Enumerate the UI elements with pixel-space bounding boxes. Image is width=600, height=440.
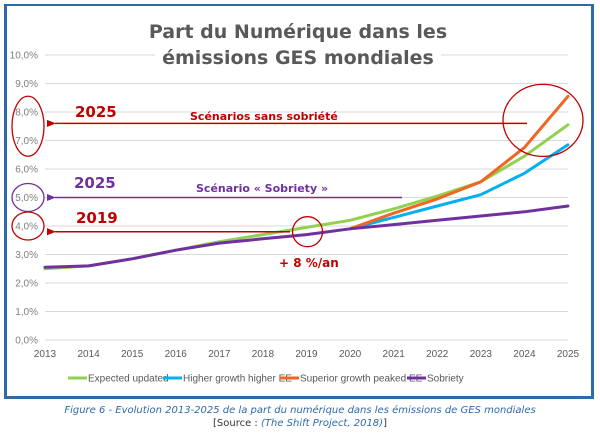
series-line-superior-growth-peaked-ee — [348, 94, 570, 231]
circle-y-7-8 — [11, 95, 45, 157]
caption-source-suffix: ] — [383, 418, 387, 429]
y-tick-label: 1,0% — [15, 307, 38, 318]
x-tick-label: 2013 — [34, 349, 57, 360]
y-tick-label: 2,0% — [15, 279, 38, 290]
caption-source-ref: (The Shift Project, 2018) — [260, 418, 384, 429]
circle-2019-point — [291, 216, 324, 248]
x-tick-label: 2018 — [252, 349, 275, 360]
caption-main: Figure 6 - Evolution 2013-2025 de la par… — [64, 405, 536, 416]
y-tick-label: 10,0% — [10, 51, 38, 62]
circle-y-4 — [11, 211, 45, 241]
gridlines — [45, 54, 568, 341]
annotation-year-2019: 2019 — [76, 209, 118, 227]
annotation-year-2025-sobriety: 2025 — [74, 174, 116, 192]
y-axis-ticks: 0,0% 1,0% 2,0% 3,0% 4,0% 5,0% 6,0% 7,0% 8,0% 9,0%… — [10, 51, 38, 347]
y-tick-label: 7,0% — [15, 136, 38, 147]
legend: Expected updated Higher growth higher EE S… — [68, 374, 464, 385]
y-tick-label: 6,0% — [15, 165, 38, 176]
y-tick-label: 4,0% — [15, 222, 38, 233]
legend-item: Superior growth peaked EE — [280, 374, 423, 385]
x-tick-label: 2024 — [513, 349, 536, 360]
legend-item: Higher growth higher EE — [163, 374, 292, 385]
caption-source-prefix: [Source : — [213, 418, 261, 429]
y-tick-label: 9,0% — [15, 79, 38, 90]
y-tick-label: 0,0% — [15, 336, 38, 347]
annotation-label-sobriety: Scénario « Sobriety » — [196, 182, 328, 195]
legend-item: Sobriety — [407, 374, 464, 385]
annotations — [11, 83, 584, 248]
x-tick-label: 2016 — [165, 349, 188, 360]
annotation-label-no-sobriety: Scénarios sans sobriété — [190, 110, 338, 123]
x-tick-label: 2015 — [121, 349, 144, 360]
annotation-growth-rate: + 8 %/an — [279, 256, 339, 270]
series-lines — [43, 94, 570, 271]
legend-label: Expected updated — [88, 374, 169, 385]
x-tick-label: 2022 — [426, 349, 449, 360]
x-tick-label: 2019 — [295, 349, 318, 360]
figure-caption: Figure 6 - Evolution 2013-2025 de la par… — [0, 404, 600, 430]
annotation-year-2025-no-sobriety: 2025 — [75, 103, 117, 121]
legend-label: Superior growth peaked EE — [300, 374, 423, 385]
circle-2025-peak — [502, 83, 584, 158]
x-tick-label: 2020 — [339, 349, 362, 360]
series-line-higher-growth-higher-ee — [348, 143, 570, 231]
legend-label: Higher growth higher EE — [183, 374, 292, 385]
x-tick-label: 2017 — [208, 349, 231, 360]
y-tick-label: 3,0% — [15, 250, 38, 261]
y-tick-label: 8,0% — [15, 108, 38, 119]
x-tick-label: 2023 — [470, 349, 493, 360]
caption-source: [Source : (The Shift Project, 2018)] — [0, 417, 600, 430]
title-background — [155, 18, 441, 70]
x-tick-label: 2014 — [77, 349, 100, 360]
x-tick-label: 2025 — [557, 349, 580, 360]
x-axis-ticks: 2013 2014 2015 2016 2017 2018 2019 2020 2021 2022… — [34, 349, 580, 360]
legend-label: Sobriety — [427, 374, 464, 385]
chart-title-line-1: Part du Numérique dans les — [149, 21, 447, 43]
x-tick-label: 2021 — [383, 349, 406, 360]
y-tick-label: 5,0% — [15, 193, 38, 204]
chart-title-line-2: émissions GES mondiales — [162, 47, 434, 69]
legend-item: Expected updated — [68, 374, 169, 385]
series-line-sobriety — [43, 204, 570, 269]
